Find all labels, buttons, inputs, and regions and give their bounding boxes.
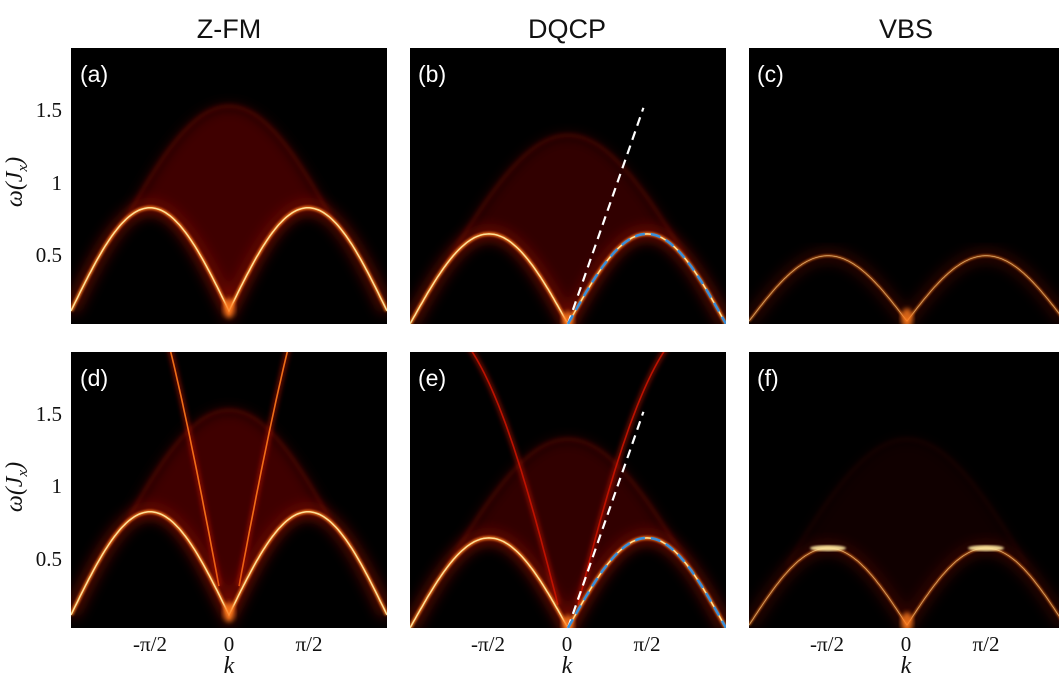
continuum-region bbox=[749, 439, 1059, 626]
peak-blob bbox=[967, 545, 1004, 552]
y-tick-label: 1.5 bbox=[36, 402, 62, 426]
panel-e bbox=[410, 352, 726, 628]
upper-branch-line bbox=[577, 352, 665, 605]
x-axis-label: k bbox=[224, 653, 235, 678]
continuum-region bbox=[71, 410, 387, 615]
upper-branch-line bbox=[238, 352, 289, 587]
y-tick-label: 0.5 bbox=[36, 547, 62, 571]
x-tick-label: 0 bbox=[562, 632, 573, 656]
upper-branch-line bbox=[169, 352, 220, 587]
x-tick-label: -π/2 bbox=[133, 632, 167, 656]
svg-text:ω(Jx): ω(Jx) bbox=[2, 157, 31, 207]
continuum-edge bbox=[107, 409, 351, 546]
x-tick-label: 0 bbox=[901, 632, 912, 656]
panel-label-d: (d) bbox=[80, 365, 108, 391]
y-axis-label-bottom: ω(Jx) bbox=[2, 462, 31, 512]
y-tick-label: 0.5 bbox=[36, 243, 62, 267]
x-tick-label: π/2 bbox=[296, 632, 323, 656]
panel-label-b: (b) bbox=[418, 61, 446, 87]
panel-f bbox=[749, 352, 1059, 628]
panel-label-c: (c) bbox=[757, 61, 784, 87]
heatmap-background bbox=[749, 48, 1059, 324]
column-title-zfm: Z-FM bbox=[197, 14, 261, 44]
continuum-edge bbox=[785, 438, 1029, 567]
linear-guide-dashed bbox=[566, 411, 645, 628]
fit-guide-dashed bbox=[566, 232, 726, 324]
x-axis-label: k bbox=[562, 653, 573, 678]
panel-b bbox=[410, 48, 726, 324]
panel-label-f: (f) bbox=[757, 365, 779, 391]
continuum-edge bbox=[446, 134, 690, 263]
x-tick-label: π/2 bbox=[634, 632, 661, 656]
panel-a bbox=[71, 48, 387, 324]
y-axis-label-top: ω(Jx) bbox=[2, 157, 31, 207]
x-tick-label: 0 bbox=[224, 632, 235, 656]
panel-c bbox=[749, 48, 1059, 324]
continuum-region bbox=[71, 106, 387, 311]
continuum-edge bbox=[446, 438, 690, 567]
panel-label-e: (e) bbox=[418, 365, 446, 391]
fit-guide-dashed bbox=[566, 536, 726, 628]
panel-d bbox=[71, 352, 387, 628]
peak-blob bbox=[810, 545, 847, 552]
svg-text:ω(Jx): ω(Jx) bbox=[2, 462, 31, 512]
continuum-region bbox=[410, 439, 726, 628]
linear-guide-dashed bbox=[566, 107, 645, 324]
x-axis-label: k bbox=[901, 653, 912, 678]
continuum-edge bbox=[107, 105, 351, 242]
y-tick-label: 1 bbox=[52, 474, 63, 498]
x-tick-label: π/2 bbox=[973, 632, 1000, 656]
gap-spot bbox=[901, 612, 913, 628]
gap-spot bbox=[223, 602, 235, 623]
x-tick-label: -π/2 bbox=[471, 632, 505, 656]
gap-spot bbox=[223, 298, 235, 319]
gap-spot bbox=[901, 308, 913, 324]
y-tick-label: 1.5 bbox=[36, 98, 62, 122]
panel-label-a: (a) bbox=[80, 61, 108, 87]
column-title-vbs: VBS bbox=[879, 14, 933, 44]
continuum-region bbox=[410, 135, 726, 324]
x-tick-label: -π/2 bbox=[810, 632, 844, 656]
y-tick-label: 1 bbox=[52, 171, 63, 195]
column-title-dqcp: DQCP bbox=[528, 14, 606, 44]
upper-branch-line bbox=[471, 352, 559, 605]
